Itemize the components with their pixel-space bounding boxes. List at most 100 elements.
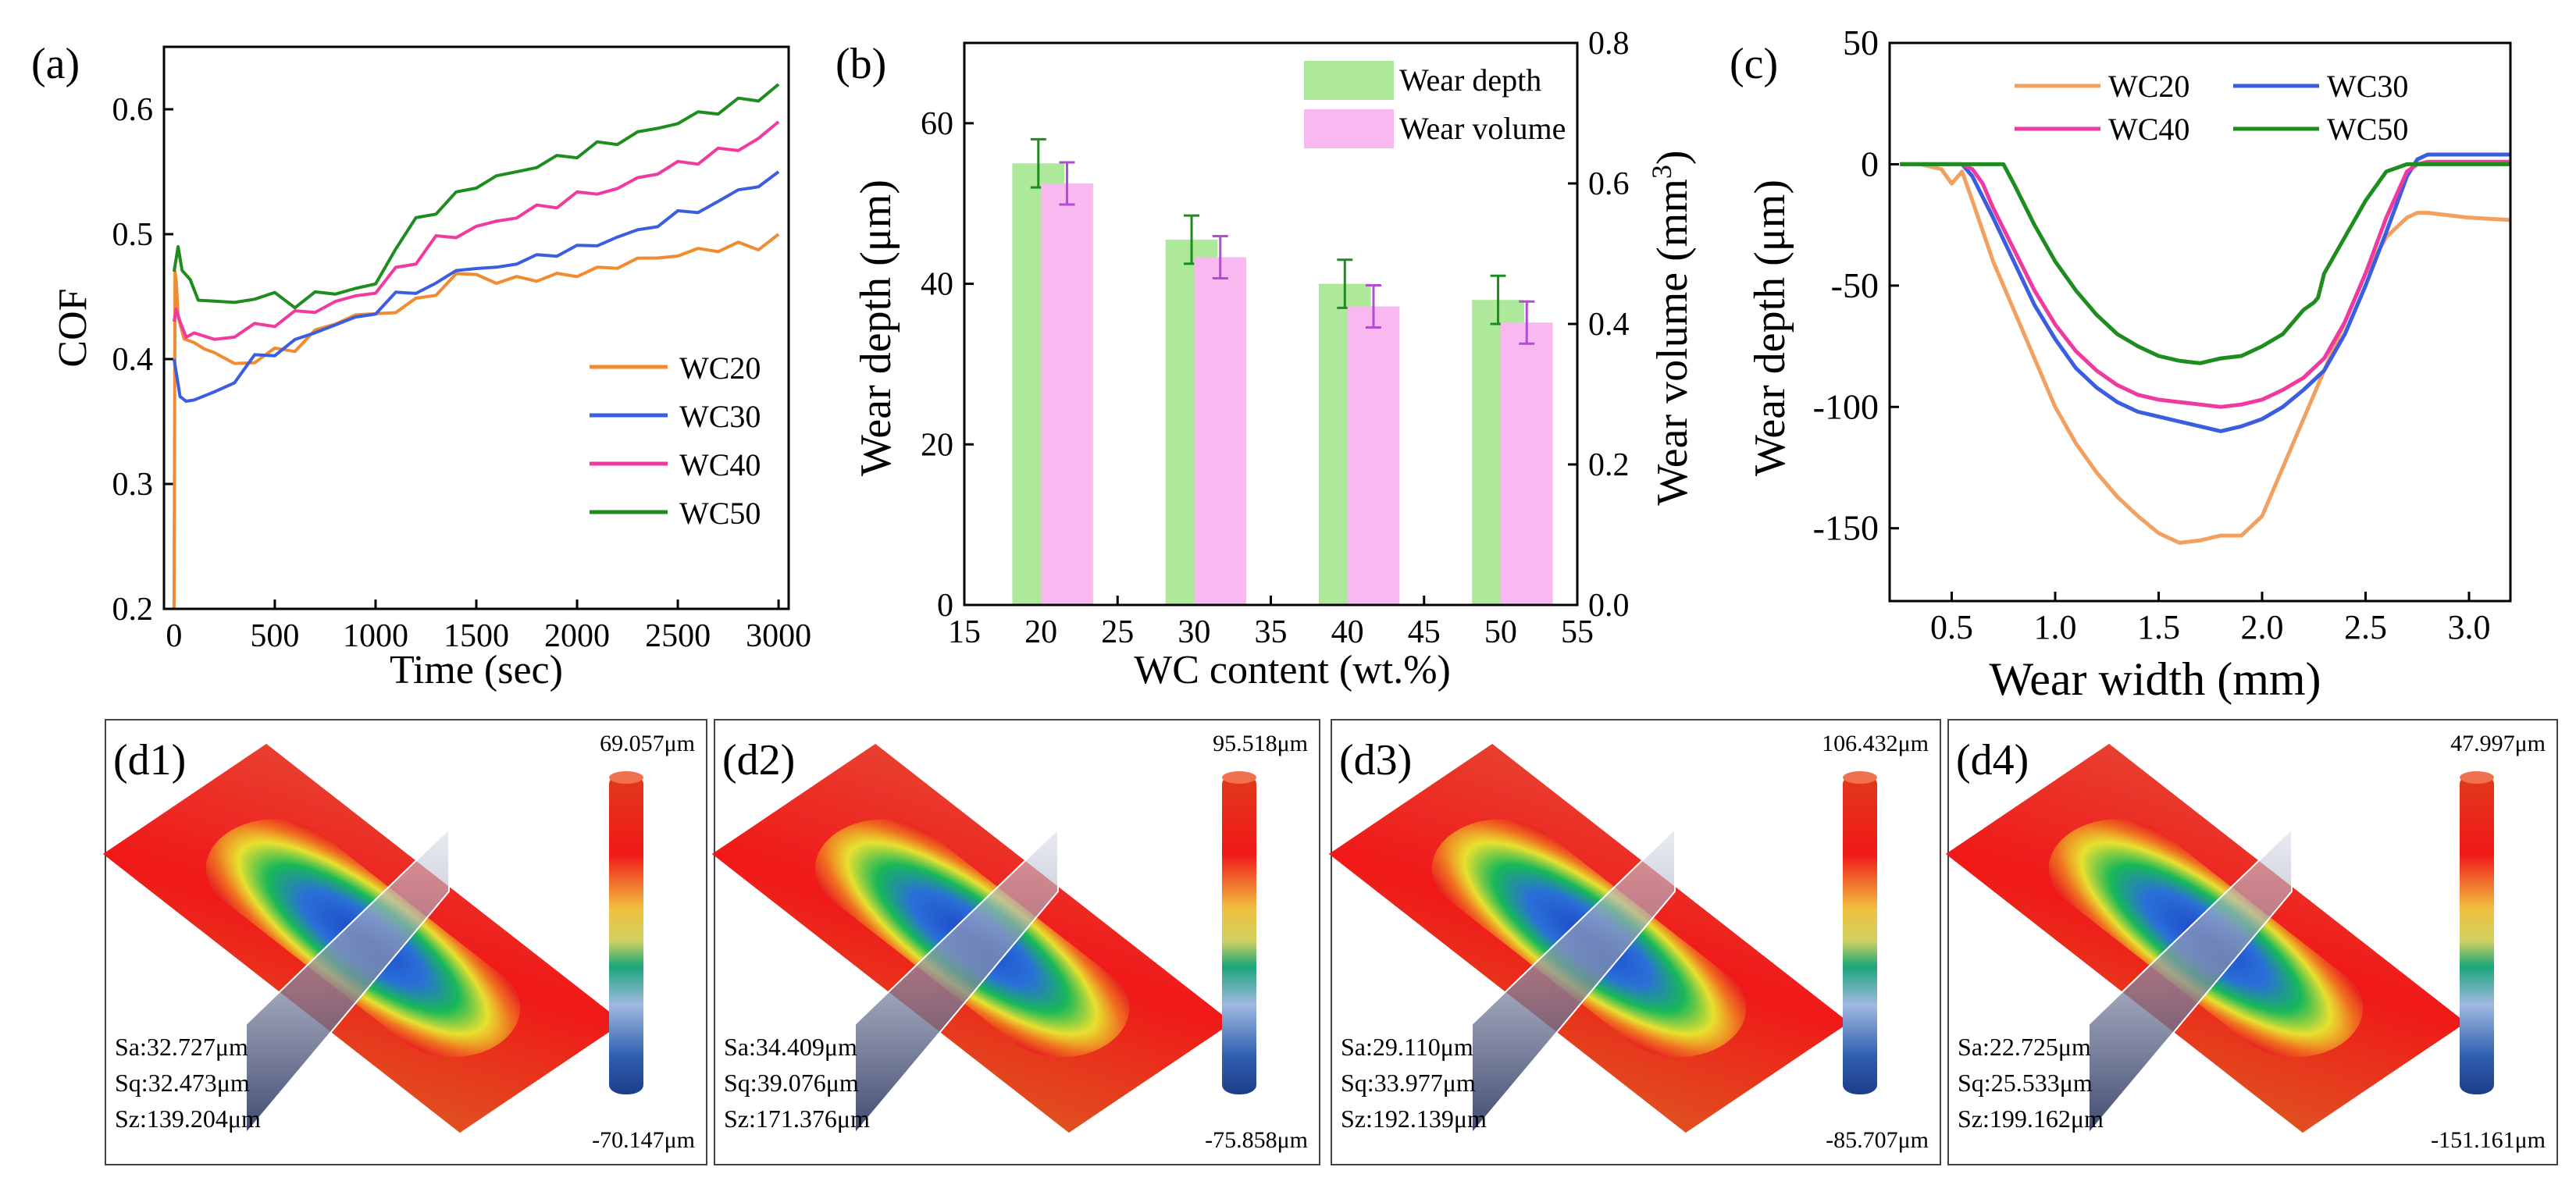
profile-line-wc20 [1900, 162, 2511, 545]
y-tick-label: 0.4 [112, 342, 154, 378]
y2-tick-label: 0.6 [1588, 166, 1630, 202]
y-tick-label: 20 [921, 427, 953, 463]
color-scale-bar [1222, 774, 1256, 1094]
panel-d3: (d3) 106.432μm -85.707μm Sa:29.110μm Sq:33.9… [1328, 719, 1941, 1165]
y-tick-label: -150 [1813, 508, 1879, 548]
panel-b-ylabel: Wear depth (μm) [852, 180, 900, 476]
x-tick-label: 30 [1178, 614, 1210, 650]
x-tick-label: 20 [1024, 614, 1057, 650]
roughness-sa: Sa:32.727μm [115, 1033, 248, 1061]
x-tick-label: 55 [1561, 614, 1594, 650]
legend-label-wear-volume: Wear volume [1399, 111, 1566, 146]
x-tick-label: 35 [1255, 614, 1288, 650]
legend-swatch-wear-depth [1304, 61, 1394, 100]
series-line-wc40 [172, 120, 780, 341]
x-tick-label: 500 [250, 618, 299, 654]
legend-label-wc40: WC40 [679, 447, 761, 482]
scale-max-value: 106.432μm [1822, 731, 1929, 756]
bar-wear-volume-40 [1347, 306, 1400, 605]
y2-tick-label: 0.4 [1588, 307, 1630, 343]
panel-d2: (d2) 95.518μm -75.858μm Sa:34.409μm Sq:39.07… [711, 719, 1320, 1165]
panel-a-xlabel: Time (sec) [390, 648, 563, 692]
panel-c-y-ticks: 50 0 -50 -100 -150 [1813, 23, 1899, 548]
scale-max-value: 47.997μm [2450, 731, 2546, 756]
roughness-sz: Sz:192.139μm [1341, 1105, 1487, 1133]
x-tick-label: 1000 [343, 618, 408, 654]
cross-section-plane [854, 827, 1059, 1136]
panel-a-x-ticks: 0 500 1000 1500 2000 2500 3000 [166, 600, 811, 654]
panel-d-label: (d3) [1339, 736, 1412, 785]
x-tick-label: 40 [1331, 614, 1364, 650]
legend-label-wc30: WC30 [679, 399, 761, 434]
legend-label-wc30: WC30 [2327, 69, 2408, 104]
x-tick-label: 2.5 [2344, 608, 2387, 646]
x-tick-label: 0.5 [1930, 608, 1973, 646]
panel-b-y2-ticks: 0.0 0.2 0.4 0.6 0.8 [1568, 26, 1630, 624]
y-tick-label: 0.5 [112, 217, 154, 253]
color-scale-bar [2460, 774, 2494, 1094]
x-tick-label: 45 [1408, 614, 1441, 650]
panel-c-ylabel: Wear depth (μm) [1746, 180, 1794, 476]
panel-d1: (d1) 69.057μm -70.147μm Sa:32.727μm Sq:32.47… [102, 719, 707, 1165]
x-tick-label: 3000 [746, 618, 811, 654]
panel-c-x-ticks: 0.5 1.0 1.5 2.0 2.5 3.0 [1930, 592, 2491, 646]
roughness-sz: Sz:171.376μm [724, 1105, 870, 1133]
profile-line-wc40 [1900, 159, 2510, 409]
panel-a: (a) COF Time (sec) 0 500 1000 1500 2000 2500 3… [31, 40, 811, 692]
legend-label-wc50: WC50 [679, 496, 761, 531]
color-scale-cap [2460, 771, 2494, 784]
legend-label-wc20: WC20 [679, 350, 761, 386]
y-tick-label: 40 [921, 267, 953, 303]
x-tick-label: 25 [1101, 614, 1134, 650]
x-tick-label: 1.5 [2137, 608, 2180, 646]
scale-min-value: -70.147μm [592, 1127, 695, 1153]
panel-c-label: (c) [1730, 40, 1778, 88]
roughness-sa: Sa:22.725μm [1958, 1033, 2091, 1061]
profile-line-wc50 [1900, 162, 2510, 365]
scale-max-value: 69.057μm [600, 731, 695, 756]
scale-max-value: 95.518μm [1213, 731, 1308, 756]
series-line-wc20 [172, 233, 780, 610]
bar-wear-volume-30 [1194, 257, 1247, 605]
x-tick-label: 2000 [544, 618, 610, 654]
roughness-sq: Sq:25.533μm [1958, 1069, 2093, 1097]
y-tick-label: -50 [1831, 265, 1879, 305]
roughness-sq: Sq:39.076μm [724, 1069, 859, 1097]
roughness-sa: Sa:29.110μm [1341, 1033, 1473, 1061]
bar-wear-volume-20 [1041, 183, 1093, 605]
cross-section-plane [245, 827, 450, 1136]
roughness-sz: Sz:139.204μm [115, 1105, 261, 1133]
x-tick-label: 3.0 [2448, 608, 2491, 646]
x-tick-label: 1500 [444, 618, 509, 654]
y-tick-label: -100 [1813, 386, 1879, 426]
panel-d-label: (d1) [113, 736, 186, 785]
y-tick-label: 0.2 [112, 592, 154, 628]
cross-section-plane [2088, 827, 2293, 1136]
panel-a-label: (a) [31, 40, 80, 88]
color-scale-bar [609, 774, 643, 1094]
panel-c: (c) Wear depth (μm) Wear width (mm) 0.5 1… [1730, 23, 2512, 705]
legend-label-wear-depth: Wear depth [1399, 62, 1541, 98]
panel-c-legend: WC20 WC30 WC40 WC50 [2015, 69, 2408, 147]
bar-wear-volume-50 [1500, 322, 1553, 605]
panels-d: (d1) 69.057μm -70.147μm Sa:32.727μm Sq:32.47… [102, 719, 2558, 1165]
profile-line-wc30 [1900, 152, 2510, 433]
panel-a-ylabel: COF [51, 288, 95, 367]
panel-a-y-ticks: 0.2 0.3 0.4 0.5 0.6 [112, 92, 173, 628]
panel-c-xlabel: Wear width (mm) [1989, 653, 2321, 705]
panel-b-xlabel: WC content (wt.%) [1134, 648, 1451, 692]
y2-tick-label: 0.0 [1588, 588, 1630, 624]
scale-min-value: -75.858μm [1205, 1127, 1308, 1153]
x-tick-label: 0 [166, 618, 182, 654]
y2-tick-label: 0.2 [1588, 447, 1630, 483]
panel-b-y2label: Wear volume (mm3) [1646, 150, 1697, 505]
y-tick-label: 0 [937, 588, 953, 624]
y2-tick-label: 0.8 [1588, 26, 1630, 62]
series-line-wc50 [172, 83, 780, 310]
x-tick-label: 1.0 [2034, 608, 2077, 646]
x-tick-label: 50 [1484, 614, 1517, 650]
panel-c-series [1900, 152, 2511, 545]
panel-b: (b) Wear depth (μm) Wear volume (mm3) WC… [836, 26, 1697, 692]
cross-section-plane [1471, 827, 1676, 1136]
